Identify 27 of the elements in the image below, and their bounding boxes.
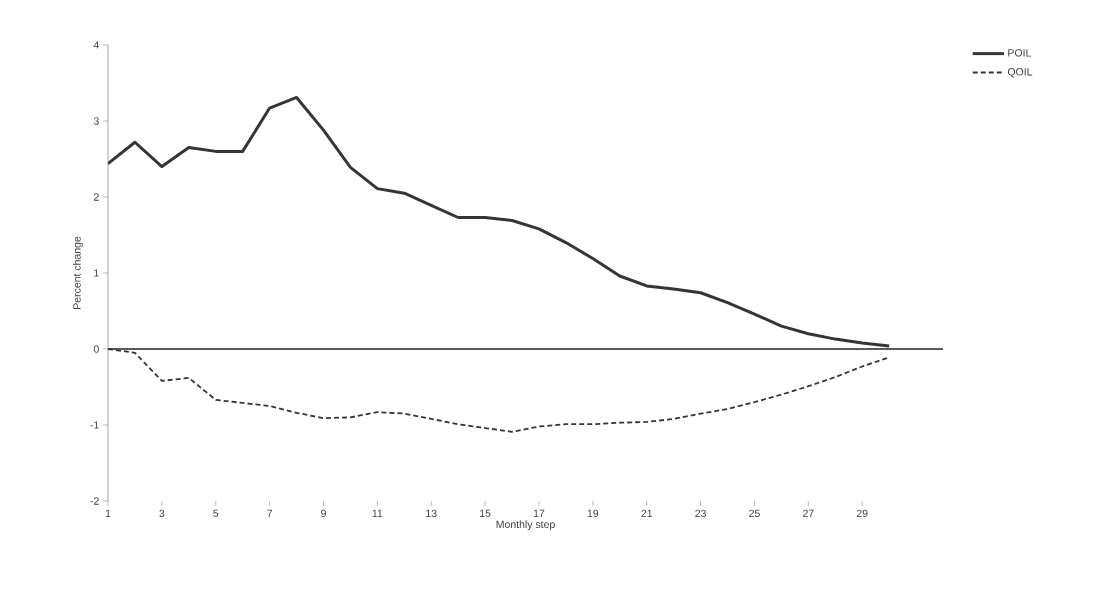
x-tick-label: 7 (267, 509, 273, 517)
y-tick-label: 0 (93, 345, 99, 353)
y-axis-title: Percent change (72, 236, 83, 309)
legend-label: QOIL (1007, 68, 1033, 78)
y-tick-label: 2 (94, 193, 99, 201)
y-tick-label: 1 (94, 269, 99, 277)
x-tick-label: 23 (695, 509, 706, 518)
x-tick-label: 11 (372, 509, 383, 517)
x-tick-label: 29 (856, 509, 868, 518)
x-tick-label: 5 (213, 509, 219, 518)
x-tick-label: 27 (803, 509, 814, 518)
x-tick-label: 1 (105, 509, 111, 517)
x-tick-label: 15 (480, 509, 491, 518)
y-tick-label: 3 (93, 117, 99, 125)
x-tick-label: 25 (749, 509, 760, 518)
line-series (108, 95, 891, 348)
x-tick-label: 3 (159, 509, 165, 518)
x-tick-label: 13 (426, 509, 437, 518)
y-tick-label: -1 (90, 421, 99, 429)
y-tick-label: -2 (90, 497, 99, 505)
x-tick-label: 21 (641, 509, 653, 518)
y-tick-label: 4 (93, 41, 99, 49)
x-tick-label: 17 (533, 509, 545, 517)
x-tick-label: 19 (587, 509, 599, 518)
legend-label: POIL (1008, 49, 1031, 57)
x-tick-label: 9 (321, 509, 326, 518)
x-axis-title: Monthly step (496, 520, 555, 531)
